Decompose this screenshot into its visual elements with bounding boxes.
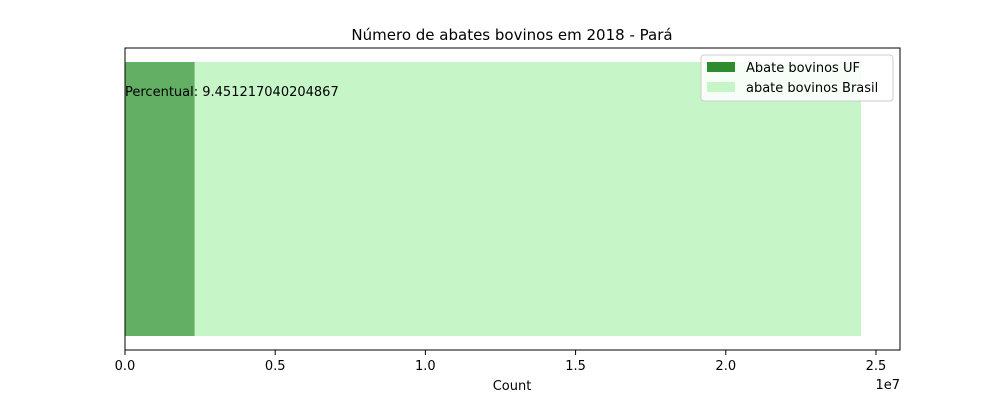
x-tick-label: 0.0 <box>115 359 136 374</box>
legend-label: Abate bovinos UF <box>746 61 860 76</box>
x-tick-label: 0.5 <box>265 359 286 374</box>
x-axis-offset-label: 1e7 <box>875 378 900 393</box>
legend-swatch <box>707 62 735 72</box>
x-axis-ticks: 0.0 0.5 1.0 1.5 2.0 2.5 <box>115 350 887 374</box>
x-tick-label: 1.5 <box>565 359 586 374</box>
x-tick-label: 1.0 <box>415 359 436 374</box>
legend-swatch <box>707 82 735 92</box>
bars-layer <box>125 62 861 336</box>
plot-frame <box>124 47 901 351</box>
bar-uf <box>125 62 195 336</box>
x-tick-label: 2.0 <box>715 359 736 374</box>
legend-label: abate bovinos Brasil <box>746 81 878 96</box>
bar-brasil <box>125 62 861 336</box>
percent-annotation: Percentual: 9.451217040204867 <box>125 85 339 100</box>
x-axis-label: Count <box>493 379 532 394</box>
x-tick-label: 2.5 <box>866 359 887 374</box>
legend-box <box>700 54 894 102</box>
chart-title: Número de abates bovinos em 2018 - Pará <box>351 26 672 44</box>
legend: Abate bovinos UF abate bovinos Brasil <box>700 54 894 102</box>
